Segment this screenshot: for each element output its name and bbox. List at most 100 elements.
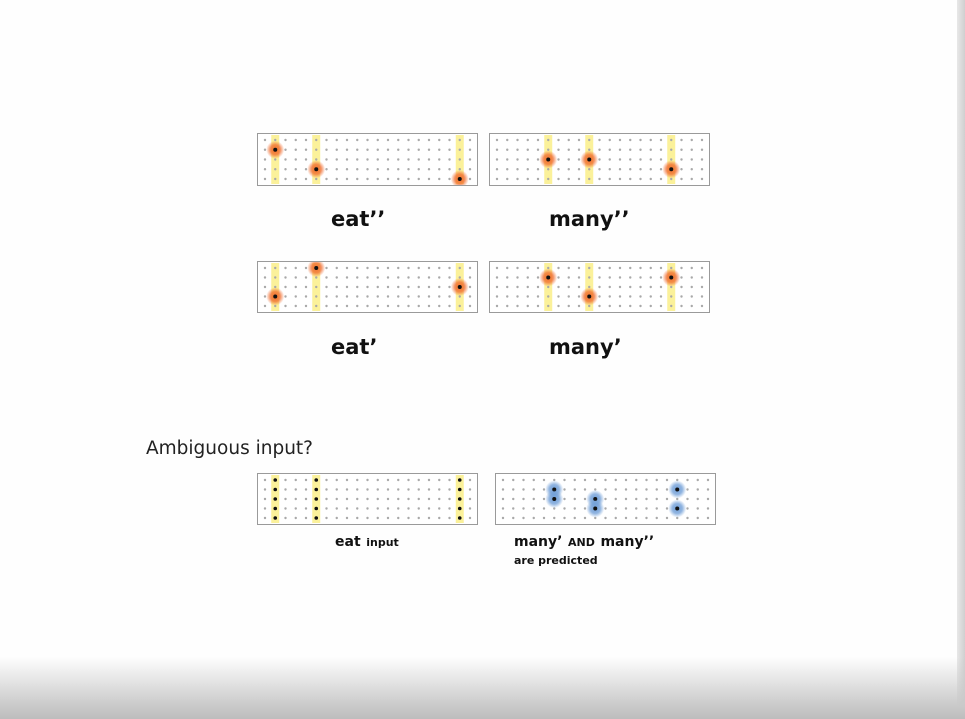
- cell-dot: [567, 304, 570, 308]
- cell-dot: [468, 478, 472, 482]
- cell-dot: [629, 148, 632, 151]
- cell-dot: [294, 177, 297, 181]
- cell-dot: [397, 507, 400, 510]
- cell-dot: [274, 177, 277, 181]
- cell-dot: [536, 168, 540, 171]
- cell-dot: [345, 488, 349, 491]
- cell-dot: [618, 285, 622, 289]
- cell-dot: [376, 266, 379, 270]
- cell-dot: [407, 158, 410, 161]
- cell-dot: [665, 516, 669, 520]
- cell-dot: [366, 276, 369, 279]
- cell-dot: [645, 516, 648, 520]
- cell-dot: [294, 295, 297, 298]
- cell-dot: [624, 516, 628, 520]
- cell-dot: [649, 304, 652, 308]
- cell-dot: [304, 497, 308, 501]
- cell-dot: [696, 488, 699, 491]
- cell-dot: [315, 148, 318, 151]
- cell-dot: [438, 478, 441, 482]
- cell-dot: [468, 158, 472, 161]
- cell-dot: [335, 158, 338, 161]
- cell-dot: [427, 497, 431, 501]
- cell-dot: [304, 295, 308, 298]
- cell-dot: [438, 138, 441, 142]
- cell-dot: [407, 266, 410, 270]
- cell-dot: [335, 478, 338, 482]
- cell-dot: [438, 497, 441, 501]
- cell-dot: [536, 285, 540, 289]
- cell-dot: [263, 168, 267, 171]
- cell-dot: [532, 507, 535, 510]
- cell-dot: [345, 295, 349, 298]
- cell-dot: [516, 148, 519, 151]
- cell-dot: [604, 478, 607, 482]
- cell-dot: [655, 488, 658, 491]
- cell-dot: [386, 497, 390, 501]
- cell-dot: [655, 478, 658, 482]
- cell-dot: [376, 285, 379, 289]
- cell-dot: [506, 148, 509, 151]
- cell-dot: [397, 295, 400, 298]
- cell-dot: [284, 295, 287, 298]
- cell-dot: [263, 177, 267, 181]
- cell-dot: [506, 276, 509, 279]
- cell-dot: [427, 276, 431, 279]
- cell-dot: [427, 304, 431, 308]
- cell-dot: [512, 507, 515, 510]
- cell-dot: [376, 516, 379, 520]
- cell-dot: [448, 148, 451, 151]
- cell-dot: [335, 497, 338, 501]
- cell-dot: [468, 516, 472, 520]
- cell-dot: [263, 488, 267, 491]
- cell-dot: [438, 266, 441, 270]
- cell-dot: [690, 177, 693, 181]
- cell-dot: [325, 478, 328, 482]
- cell-dot: [284, 488, 287, 491]
- cell-dot: [274, 168, 277, 171]
- cell-dot: [686, 488, 689, 491]
- cell-dot: [438, 177, 441, 181]
- cell-dot: [335, 138, 338, 142]
- cell-dot: [294, 516, 297, 520]
- cell-dot: [629, 295, 632, 298]
- cell-dot: [366, 138, 369, 142]
- cell-dot: [526, 304, 529, 308]
- cell-dot: [294, 276, 297, 279]
- cell-dot: [284, 148, 287, 151]
- cell-dot: [417, 516, 420, 520]
- cell-dot: [577, 148, 581, 151]
- cell-dot: [468, 497, 472, 501]
- cell-dot: [386, 168, 390, 171]
- cell-dot: [376, 295, 379, 298]
- cell-dot: [325, 266, 328, 270]
- cell-dot: [366, 285, 369, 289]
- cell-dot: [706, 497, 710, 501]
- cell-dot: [594, 478, 597, 482]
- cell-dot: [397, 304, 400, 308]
- cell-dot: [274, 276, 277, 279]
- cell-dot: [604, 488, 607, 491]
- cell-dot: [588, 266, 591, 270]
- cell-dot: [274, 138, 277, 142]
- cell-dot: [263, 276, 267, 279]
- cell-dot: [376, 276, 379, 279]
- cell-dot: [577, 138, 581, 142]
- cell-dot: [577, 168, 581, 171]
- cell-dot: [386, 266, 390, 270]
- cell-dot: [629, 266, 632, 270]
- cell-dot: [501, 478, 505, 482]
- cell-dot: [304, 266, 308, 270]
- cell-dot: [670, 158, 673, 161]
- cell-dot: [448, 497, 451, 501]
- cell-dot: [386, 304, 390, 308]
- cell-dot: [335, 285, 338, 289]
- cell-dot: [542, 497, 546, 501]
- cell-dot: [618, 266, 622, 270]
- cell-dot: [356, 478, 359, 482]
- cell-dot: [397, 168, 400, 171]
- cell-dot: [567, 285, 570, 289]
- cell-dot: [680, 138, 683, 142]
- cell-dot: [448, 177, 451, 181]
- cell-dot: [526, 168, 529, 171]
